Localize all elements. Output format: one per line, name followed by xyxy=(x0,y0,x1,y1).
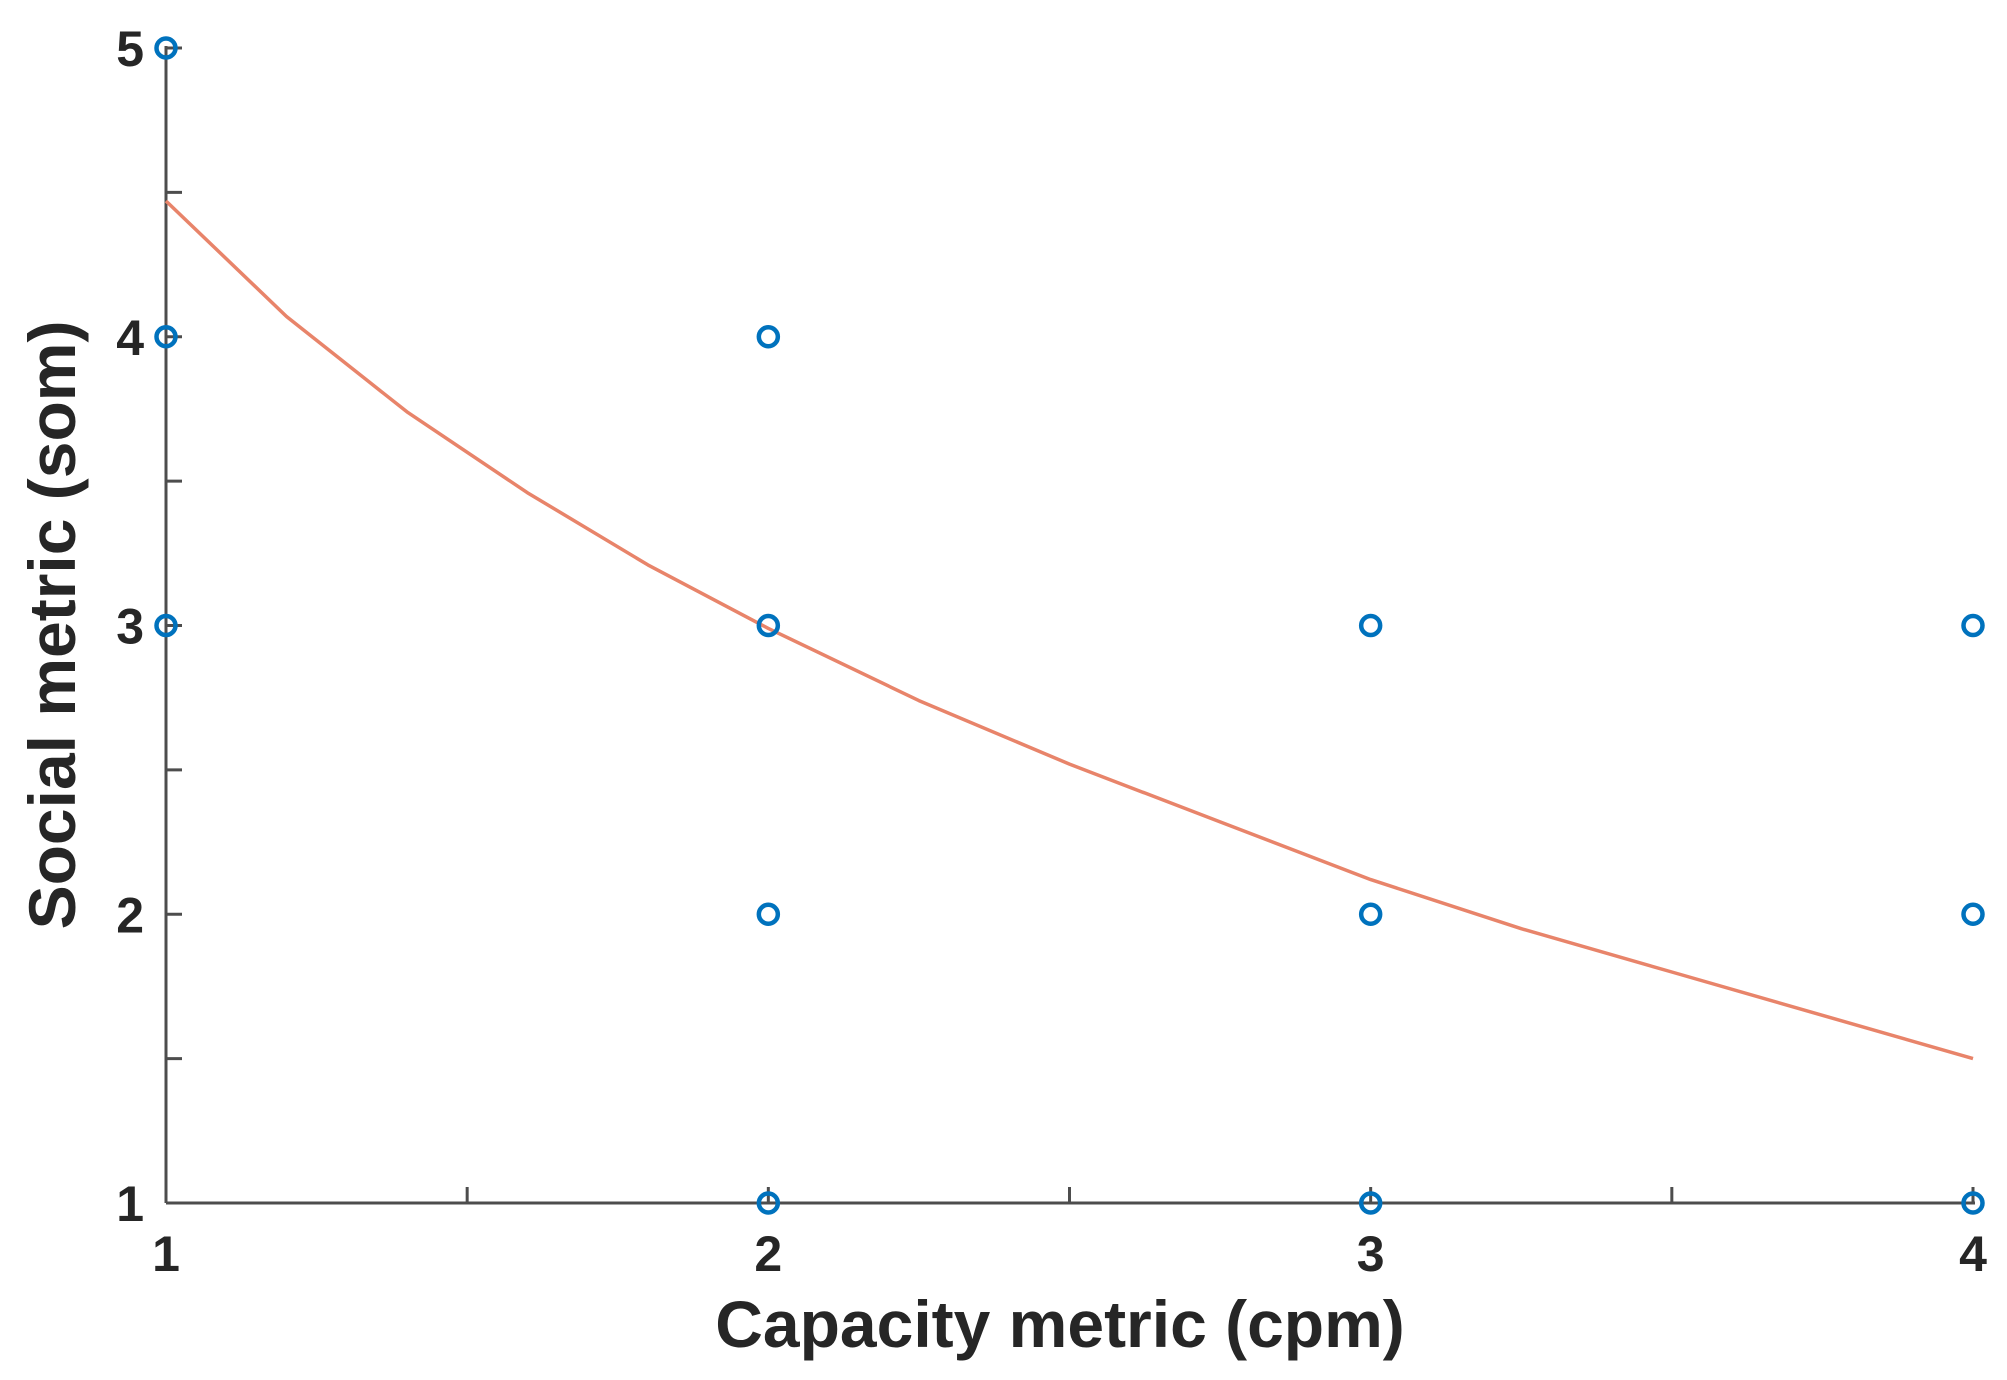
x-tick-label: 2 xyxy=(754,1226,782,1282)
y-tick-label: 1 xyxy=(116,1176,144,1232)
data-point xyxy=(1358,902,1383,926)
data-point xyxy=(756,613,781,638)
x-tick-label: 3 xyxy=(1357,1226,1385,1282)
data-point xyxy=(756,325,781,349)
data-point xyxy=(1961,902,1985,926)
y-tick-label: 4 xyxy=(116,310,144,366)
data-point xyxy=(756,902,781,926)
fit-curve-layer xyxy=(164,199,1974,1061)
x-tick-label: 1 xyxy=(152,1226,180,1282)
x-axis-label: Capacity metric (cpm) xyxy=(715,1287,1405,1361)
data-points-layer xyxy=(154,36,1985,1215)
y-axis-label: Social metric (som) xyxy=(15,321,89,930)
y-tick-label: 3 xyxy=(116,599,144,655)
axes xyxy=(164,46,1975,1205)
data-point xyxy=(154,36,178,60)
fit-curve xyxy=(164,199,1974,1061)
data-point xyxy=(154,325,178,349)
data-point xyxy=(1961,613,1985,638)
data-point xyxy=(1358,1191,1383,1215)
tick-labels-layer: 1 2 3 4 1 2 3 4 5 xyxy=(116,21,1987,1282)
x-tick-label: 4 xyxy=(1959,1226,1987,1282)
data-point xyxy=(756,1191,781,1215)
y-tick-label: 5 xyxy=(116,21,144,77)
data-point xyxy=(1961,1191,1985,1215)
data-point xyxy=(1358,613,1383,638)
data-point xyxy=(154,613,178,638)
y-tick-label: 2 xyxy=(116,887,144,943)
